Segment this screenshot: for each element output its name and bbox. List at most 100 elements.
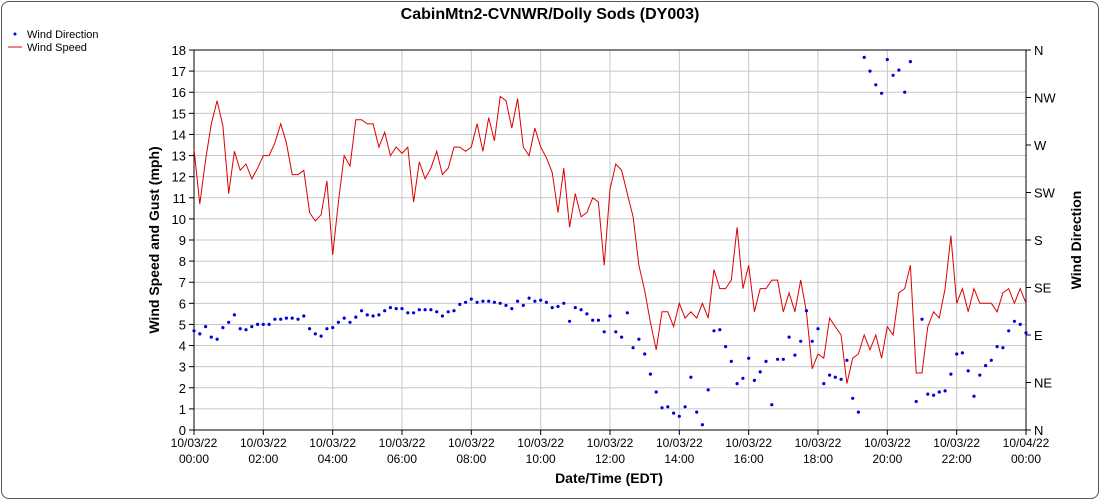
y-tick-label: 15 [172,106,186,121]
wind-direction-point [238,327,242,331]
wind-direction-point [799,339,803,343]
wind-direction-point [776,357,780,361]
wind-direction-point [510,307,514,311]
y-tick-label: 2 [179,381,186,396]
chart-title: CabinMtn2-CVNWR/Dolly Sods (DY003) [401,6,700,23]
grid [194,50,1026,430]
wind-direction-point [885,57,889,62]
wind-direction-point [851,396,855,400]
y-tick-label: 16 [172,85,186,100]
wind-direction-point [475,300,479,304]
wind-direction-point [267,322,271,326]
y-tick-label: 4 [179,339,186,354]
wind-direction-point [244,328,248,332]
y-tick-label: 6 [179,296,186,311]
wind-direction-point [227,320,231,324]
wind-direction-point [423,308,427,312]
x-tick-label-date: 10/03/22 [171,436,218,450]
wind-direction-point [250,325,254,329]
wind-direction-point [279,317,283,321]
wind-direction-point [336,320,340,324]
x-tick-label-date: 10/04/22 [1003,436,1050,450]
wind-direction-point [660,406,664,410]
y-tick-label: 13 [172,149,186,164]
y2-axis-title: Wind Direction [1068,191,1084,290]
wind-direction-point [585,312,589,316]
wind-direction-point [966,369,970,373]
x-tick-label-date: 10/03/22 [240,436,287,450]
wind-direction-point [1024,331,1028,335]
wind-direction-point [261,322,265,326]
wind-direction-point [273,317,277,321]
wind-direction-point [290,316,294,320]
y2-tick-label: N [1034,43,1043,58]
wind-direction-point [550,306,554,310]
y-tick-label: 5 [179,317,186,332]
y-tick-label: 9 [179,233,186,248]
wind-direction-point [1018,322,1022,326]
wind-direction-point [481,299,485,303]
wind-direction-point [643,352,647,356]
series-line-wind-speed [193,95,1027,384]
wind-direction-point [845,358,849,362]
wind-direction-point [978,373,982,377]
wind-direction-point [908,60,913,64]
wind-direction-point [920,317,924,321]
x-tick-label-date: 10/03/22 [725,436,772,450]
wind-direction-point [752,378,757,382]
wind-direction-point [284,316,288,320]
wind-direction-point [354,315,358,319]
wind-direction-point [464,300,468,304]
wind-direction-point [602,330,606,334]
wind-direction-point [365,313,369,317]
wind-direction-point [458,302,462,306]
x-tick-label-time: 00:00 [1011,452,1041,466]
x-tick-label-time: 04:00 [318,452,348,466]
wind-direction-point [527,296,531,300]
wind-direction-point [492,300,496,304]
wind-direction-point [394,307,398,311]
wind-direction-point [539,298,543,302]
wind-direction-point [544,300,549,304]
wind-direction-point [741,376,745,380]
wind-direction-point [960,351,965,355]
wind-direction-point [949,372,953,376]
wind-direction-point [984,364,988,368]
wind-direction-point [504,303,508,307]
wind-direction-point [198,332,202,336]
wind-direction-point [666,405,670,409]
wind-direction-point [469,297,473,301]
wind-direction-point [556,304,560,309]
wind-direction-point [487,299,491,303]
wind-direction-point [516,299,520,303]
x-tick-label-date: 10/03/22 [656,436,703,450]
wind-direction-point [770,403,774,407]
wind-direction-point [215,337,219,341]
y2-tick-label: SE [1034,281,1052,296]
wind-direction-point [816,327,820,331]
y2-tick-label: SW [1034,186,1056,201]
y-tick-label: 12 [172,170,186,185]
wind-direction-point [787,335,791,339]
y2-tick-label: E [1034,328,1043,343]
wind-direction-point [880,91,884,95]
wind-direction-point [435,310,439,314]
wind-direction-point [764,359,768,363]
wind-direction-point [793,353,797,357]
x-tick-label-time: 10:00 [526,452,556,466]
wind-direction-point [891,73,895,77]
wind-direction-point [700,423,705,427]
x-axis-title: Date/Time (EDT) [555,470,663,486]
x-tick-label-time: 08:00 [456,452,486,466]
wind-direction-point [625,311,629,315]
wind-direction-point [204,325,208,329]
wind-direction-point [868,69,872,73]
y2-tick-label: N [1034,423,1043,438]
wind-direction-point [672,411,676,415]
wind-direction-point [943,389,947,393]
wind-direction-point [573,306,577,310]
y-tick-label: 14 [172,127,186,142]
wind-direction-point [695,410,699,414]
y-tick-label: 18 [172,43,186,58]
y-tick-label: 11 [173,191,187,206]
